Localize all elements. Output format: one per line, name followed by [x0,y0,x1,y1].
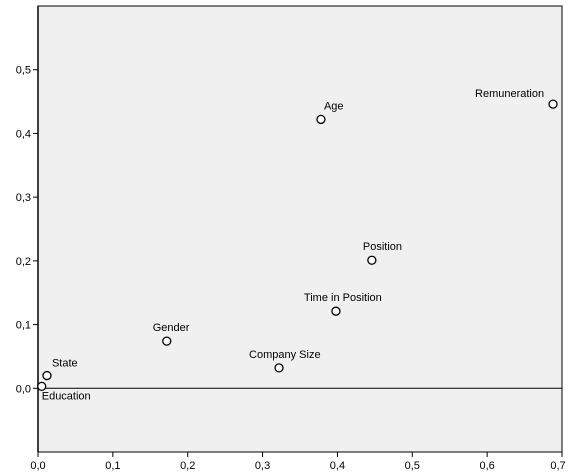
data-points: Education State Gender Company Size Time in … [37,88,558,402]
plot-area [37,5,563,453]
x-tick-label: 0,4 [330,460,345,472]
x-tick-label: 0,3 [255,460,270,472]
x-tick-label: 0,5 [405,460,420,472]
point-marker [331,306,341,316]
y-axis-ticks: 0,0 0,1 0,2 0,3 0,4 0,5 [16,65,38,395]
point-marker [316,114,326,125]
y-tick-label: 0,3 [16,192,31,204]
point-marker [367,255,377,265]
point-label: Company Size [249,349,321,361]
point-label: Remuneration [475,88,544,100]
point-marker [548,99,558,109]
x-tick-label: 0,0 [30,460,45,472]
point-label: Gender [153,322,190,334]
y-tick-label: 0,5 [16,65,31,77]
point-label: Age [324,100,344,112]
x-tick-label: 0,2 [180,460,195,472]
point-label: Position [363,241,402,253]
y-tick-label: 0,1 [16,320,31,332]
point-label: Education [42,390,91,402]
x-axis-ticks: 0,0 0,1 0,2 0,3 0,4 0,5 0,6 0,7 [30,452,566,472]
point-marker [37,381,47,392]
y-tick-label: 0,4 [16,128,31,140]
point-marker [274,363,284,373]
x-tick-label: 0,1 [105,460,120,472]
point-marker [162,336,172,346]
x-tick-label: 0,6 [479,460,494,472]
point-marker [42,370,52,381]
y-tick-label: 0,2 [16,256,31,268]
point-label: State [52,358,78,370]
point-label: Time in Position [304,292,382,304]
x-tick-label: 0,7 [550,460,565,472]
y-tick-label: 0,0 [16,383,31,395]
